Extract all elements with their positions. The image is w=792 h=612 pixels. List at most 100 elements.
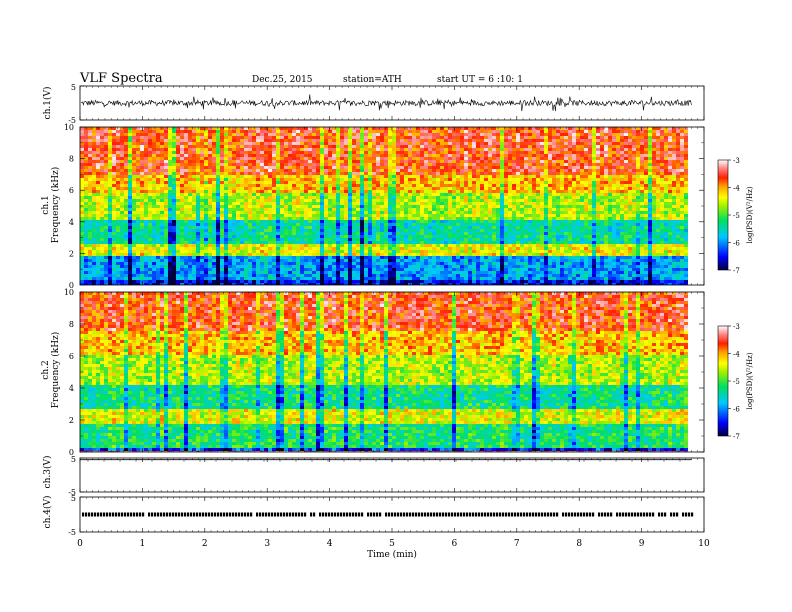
spectrogram-cell	[388, 202, 392, 205]
spectrogram-cell	[324, 184, 328, 187]
spectrogram-cell	[320, 127, 324, 130]
spectrogram-cell	[444, 145, 448, 148]
spectrogram-cell	[476, 196, 480, 199]
spectrogram-cell	[328, 151, 332, 154]
spectrogram-cell	[332, 220, 336, 223]
spectrogram-cell	[328, 187, 332, 190]
spectrogram-cell	[440, 217, 444, 220]
spectrogram-cell	[232, 163, 236, 166]
spectrogram-cell	[392, 217, 396, 220]
spectrogram-cell	[468, 202, 472, 205]
spectrogram-cell	[272, 136, 276, 139]
spectrogram-cell	[328, 214, 332, 217]
spectrogram-cell	[264, 175, 268, 178]
spectrogram-cell	[100, 163, 104, 166]
spectrogram-cell	[584, 148, 588, 151]
spectrogram-cell	[208, 181, 212, 184]
spectrogram-cell	[288, 193, 292, 196]
spectrogram-cell	[556, 217, 560, 220]
spectrogram-cell	[320, 130, 324, 133]
spectrogram-cell	[556, 181, 560, 184]
spectrogram-cell	[492, 214, 496, 217]
spectrogram-cell	[100, 175, 104, 178]
spectrogram-cell	[152, 217, 156, 220]
spectrogram-cell	[668, 214, 672, 217]
spectrogram-cell	[472, 178, 476, 181]
spectrogram-cell	[580, 208, 584, 211]
spectrogram-cell	[508, 133, 512, 136]
station-label: station=ATH	[343, 75, 402, 85]
spectrogram-cell	[596, 217, 600, 220]
spectrogram-cell	[312, 208, 316, 211]
spectrogram-cell	[416, 166, 420, 169]
spectrogram-cell	[548, 151, 552, 154]
spectrogram-cell	[420, 148, 424, 151]
spectrogram-cell	[112, 142, 116, 145]
spectrogram-cell	[92, 193, 96, 196]
spectrogram-cell	[464, 151, 468, 154]
spectrogram-cell	[460, 181, 464, 184]
spectrogram-cell	[104, 130, 108, 133]
spectrogram-cell	[164, 187, 168, 190]
spectrogram-cell	[232, 139, 236, 142]
date-label: Dec.25, 2015	[252, 75, 313, 85]
spectrogram-cell	[236, 136, 240, 139]
spectrogram-cell	[636, 148, 640, 151]
spectrogram-cell	[660, 217, 664, 220]
spectrogram-cell	[580, 190, 584, 193]
spectrogram-cell	[640, 193, 644, 196]
spectrogram-cell	[284, 199, 288, 202]
spectrogram-cell	[112, 148, 116, 151]
spectrogram-cell	[104, 181, 108, 184]
spectrogram-cell	[532, 145, 536, 148]
spectrogram-cell	[448, 145, 452, 148]
spectrogram-cell	[452, 166, 456, 169]
spectrogram-cell	[368, 145, 372, 148]
spectrogram-cell	[612, 169, 616, 172]
spectrogram-cell	[192, 217, 196, 220]
spectrogram-cell	[208, 205, 212, 208]
spectrogram-cell	[588, 139, 592, 142]
spectrogram-cell	[108, 220, 112, 223]
spectrogram-cell	[440, 202, 444, 205]
spectrogram-cell	[108, 169, 112, 172]
spectrogram-cell	[556, 160, 560, 163]
spectrogram-cell	[608, 145, 612, 148]
spectrogram-cell	[452, 214, 456, 217]
spectrogram-cell	[336, 154, 340, 157]
spectrogram-cell	[488, 148, 492, 151]
spectrogram-cell	[160, 136, 164, 139]
spectrogram-cell	[104, 163, 108, 166]
spectrogram-cell	[92, 208, 96, 211]
spectrogram-cell	[324, 217, 328, 220]
spectrogram-cell	[504, 202, 508, 205]
spectrogram-cell	[96, 193, 100, 196]
spectrogram-cell	[132, 142, 136, 145]
spectrogram-cell	[384, 148, 388, 151]
spectrogram-cell	[640, 127, 644, 130]
spectrogram-cell	[360, 142, 364, 145]
spectrogram-cell	[192, 193, 196, 196]
spectrogram-cell	[376, 193, 380, 196]
spectrogram-cell	[216, 136, 220, 139]
spectrogram-cell	[280, 151, 284, 154]
spectrogram-cell	[264, 160, 268, 163]
spectrogram-cell	[644, 181, 648, 184]
spectrogram-cell	[200, 220, 204, 223]
spectrogram-cell	[432, 214, 436, 217]
spectrogram-cell	[528, 214, 532, 217]
spectrogram-cell	[656, 151, 660, 154]
spectrogram-cell	[652, 178, 656, 181]
spectrogram-cell	[500, 190, 504, 193]
spectrogram-cell	[256, 184, 260, 187]
spectrogram-cell	[144, 160, 148, 163]
spectrogram-cell	[96, 157, 100, 160]
spectrogram-cell	[572, 214, 576, 217]
spectrogram-cell	[448, 172, 452, 175]
spectrogram-cell	[308, 160, 312, 163]
spectrogram-cell	[208, 145, 212, 148]
spectrogram-cell	[508, 190, 512, 193]
spectrogram-cell	[664, 214, 668, 217]
spectrogram-cell	[528, 157, 532, 160]
